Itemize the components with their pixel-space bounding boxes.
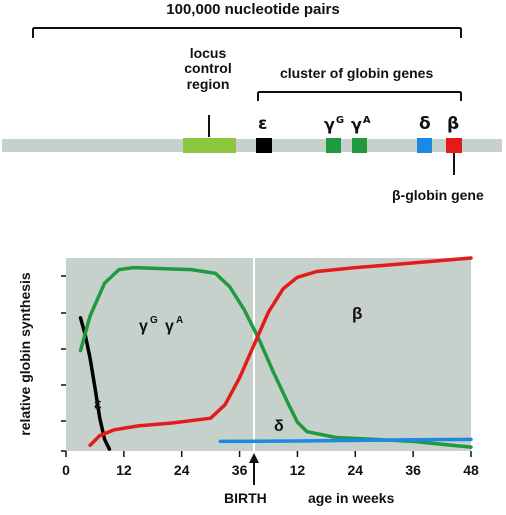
beta-curve-label: β <box>352 304 362 323</box>
locus-control-line-2: control <box>184 60 232 77</box>
gamma-g-gene-symbol: γ <box>324 115 335 134</box>
delta-gene-block <box>417 138 432 153</box>
cluster-bracket <box>257 91 462 101</box>
scale-bracket <box>32 27 462 38</box>
delta-gene-label: δ <box>419 114 431 134</box>
gamma-a-gene-symbol: γ <box>351 115 362 134</box>
gamma-a-superscript: A <box>176 315 183 326</box>
dna-strand <box>2 139 502 152</box>
x-tick-label-0: 0 <box>62 462 70 478</box>
delta-curve-label: δ <box>274 418 284 435</box>
cluster-label: cluster of globin genes <box>280 65 434 81</box>
gamma-g-gene-superscript: G <box>335 115 345 126</box>
locus-control-region-block <box>183 138 236 153</box>
gamma-a-gene-label: γA <box>351 115 371 134</box>
gamma-g-superscript: G <box>150 315 158 326</box>
chart-series-line-3 <box>218 437 473 444</box>
gamma-curve-labels: γ G γ A <box>139 315 183 335</box>
epsilon-curve-label: ε <box>94 396 102 413</box>
chart-series-line-2 <box>88 256 473 447</box>
chart-plot-area <box>66 258 471 451</box>
birth-label: BIRTH <box>224 490 267 506</box>
x-tick-label-7: 48 <box>463 462 479 478</box>
gamma-a-gene-superscript: A <box>362 115 371 126</box>
gamma-a-gene-block <box>352 138 367 153</box>
gamma-g-gene-label: γG <box>324 115 345 134</box>
locus-control-line-3: region <box>186 75 230 92</box>
locus-control-line-1: locus <box>189 45 227 61</box>
gamma-a-label: γ <box>165 318 174 335</box>
x-tick-label-5: 24 <box>347 462 363 478</box>
x-tick-label-1: 12 <box>116 462 132 478</box>
x-tick-label-3: 36 <box>232 462 248 478</box>
scale-label: 100,000 nucleotide pairs <box>166 1 340 18</box>
y-axis-label: relative globin synthesis <box>17 272 33 436</box>
gamma-g-gene-block <box>326 138 341 153</box>
chart-series-lines <box>78 256 473 451</box>
chart-x-ticks: 0 12 24 36 12 24 36 48 <box>62 451 479 478</box>
locus-control-label: locus control region <box>176 45 240 92</box>
epsilon-gene-label: ε <box>258 114 268 134</box>
chart-y-ticks <box>61 275 66 452</box>
beta-gene-block <box>446 138 462 153</box>
age-label: age in weeks <box>308 490 395 506</box>
beta-globin-gene-label: β-globin gene <box>392 187 484 203</box>
x-tick-label-6: 36 <box>405 462 421 478</box>
x-tick-label-2: 24 <box>174 462 190 478</box>
x-tick-label-4: 12 <box>290 462 306 478</box>
epsilon-gene-block <box>256 138 272 153</box>
beta-gene-label: β <box>447 114 460 134</box>
birth-arrow-head <box>249 453 259 463</box>
gamma-g-label: γ <box>139 318 148 335</box>
